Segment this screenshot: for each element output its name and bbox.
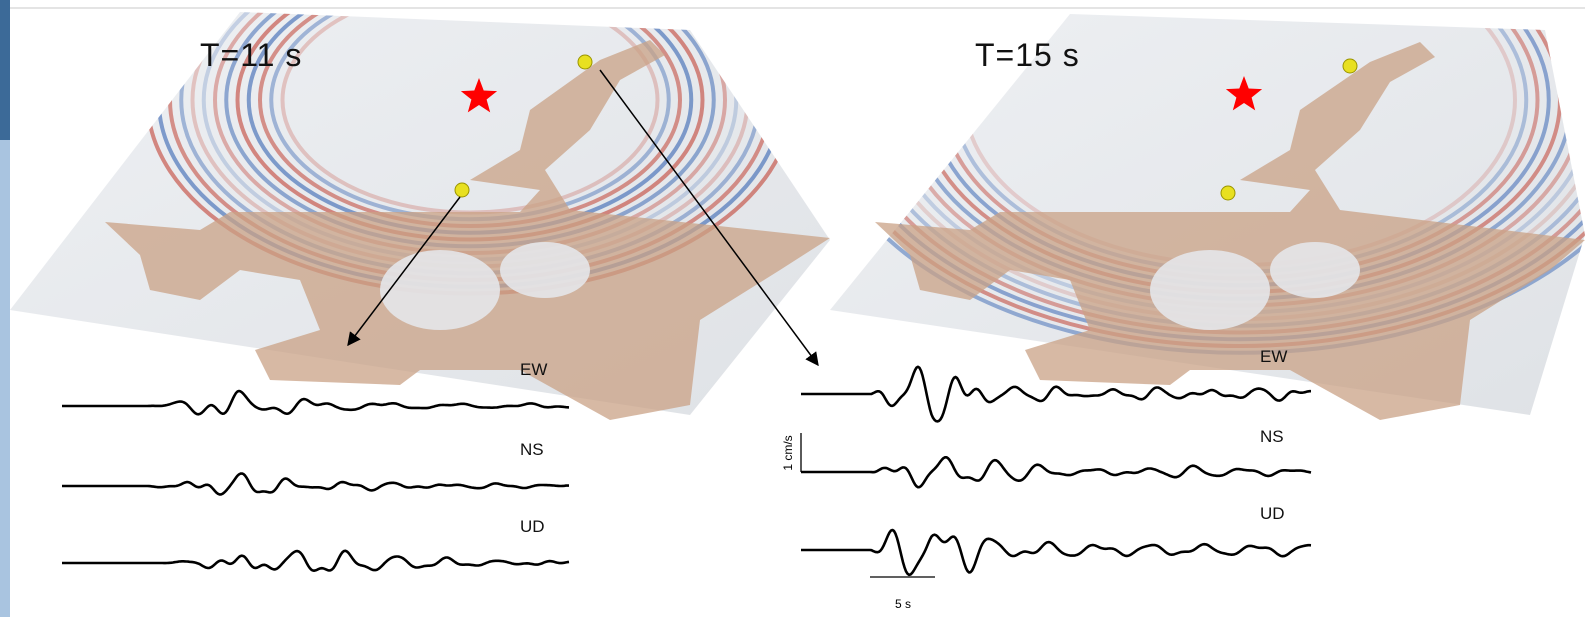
panel-title: T=15 s — [975, 37, 1080, 73]
component-label: UD — [1260, 504, 1285, 523]
side-bar-top — [0, 0, 10, 140]
component-label: NS — [520, 440, 544, 459]
component-label: NS — [1260, 427, 1284, 446]
station — [578, 55, 592, 69]
seismogram — [801, 457, 1311, 487]
seismogram — [62, 551, 569, 571]
station — [1343, 59, 1357, 73]
component-label: EW — [520, 360, 547, 379]
basin-hole — [1270, 242, 1360, 298]
panel-title: T=11 s — [200, 37, 302, 73]
station — [1221, 186, 1235, 200]
basin-hole — [500, 242, 590, 298]
figure: T=11 s T=15 s EW NS UD EW NS UD 1 cm/s 5… — [0, 0, 1585, 617]
amplitude-scale-label: 1 cm/s — [781, 435, 795, 470]
map-left — [10, 0, 830, 420]
basin-hole — [380, 250, 500, 330]
seismogram — [801, 530, 1311, 575]
seismogram — [62, 391, 569, 414]
component-label: UD — [520, 517, 545, 536]
seismogram — [62, 474, 569, 495]
basin-hole — [1150, 250, 1270, 330]
time-scale-label: 5 s — [895, 597, 911, 611]
map-right — [819, 0, 1585, 420]
station — [455, 183, 469, 197]
component-label: EW — [1260, 347, 1287, 366]
